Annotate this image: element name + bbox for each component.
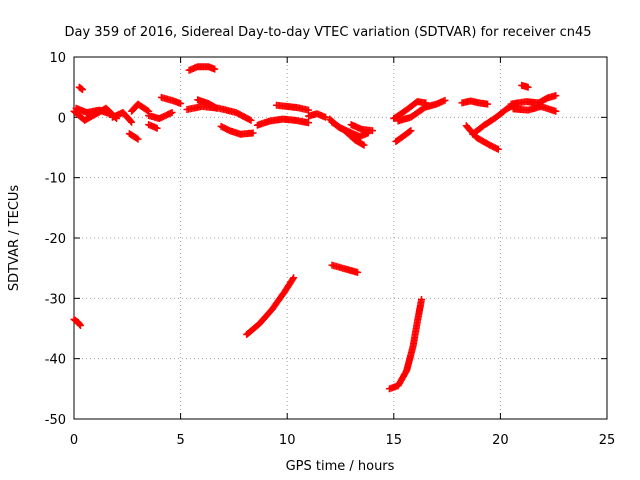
series-segment-s14 bbox=[253, 115, 312, 129]
data-point bbox=[290, 274, 298, 282]
series-segment-s23 bbox=[420, 96, 449, 112]
series-segment-s16 bbox=[305, 110, 330, 121]
series-segment-s30 bbox=[70, 315, 84, 329]
data-point bbox=[406, 127, 414, 135]
data-point bbox=[246, 116, 254, 124]
data-point bbox=[484, 100, 492, 108]
data-point bbox=[322, 113, 330, 121]
y-tick-label: -20 bbox=[45, 232, 66, 247]
data-point bbox=[211, 65, 219, 73]
series-segment-s02 bbox=[72, 104, 116, 119]
x-tick-label: 20 bbox=[492, 433, 509, 448]
x-tick-label: 5 bbox=[176, 433, 184, 448]
data-point bbox=[76, 322, 84, 329]
series-segment-s20 bbox=[390, 98, 430, 122]
series-segment-s08 bbox=[145, 121, 161, 132]
axis-ticks bbox=[73, 56, 608, 420]
x-tick-label: 0 bbox=[70, 433, 78, 448]
data-point bbox=[407, 127, 415, 135]
data-point bbox=[249, 129, 257, 137]
y-tick-labels: 10 0 -10 -20 -30 -40 -50 bbox=[45, 51, 66, 428]
y-axis-label: SDTVAR / TECUs bbox=[7, 185, 22, 292]
data-point bbox=[177, 100, 185, 107]
chart-title: Day 359 of 2016, Sidereal Day-to-day VTE… bbox=[64, 25, 591, 40]
data-point bbox=[134, 135, 142, 143]
series-segment-s19 bbox=[347, 121, 376, 135]
data-point bbox=[168, 109, 176, 116]
data-point bbox=[143, 107, 151, 114]
data-point bbox=[78, 85, 85, 93]
series-segment-s11 bbox=[185, 63, 219, 74]
data-point bbox=[79, 86, 86, 94]
y-tick-label: -10 bbox=[45, 172, 66, 187]
series-segment-s26 bbox=[469, 99, 521, 138]
series-segment-s15 bbox=[273, 101, 312, 114]
y-tick-label: -50 bbox=[45, 413, 66, 428]
x-tick-label: 10 bbox=[279, 433, 296, 448]
data-point bbox=[305, 119, 312, 127]
series-segment-s07 bbox=[145, 109, 176, 122]
data-point bbox=[494, 145, 502, 153]
series-segment-s33 bbox=[386, 296, 425, 393]
y-tick-label: -40 bbox=[45, 353, 66, 368]
series-segment-s03 bbox=[75, 83, 86, 94]
series-segment-s18 bbox=[328, 118, 368, 149]
series-segment-s32 bbox=[328, 261, 362, 276]
y-tick-label: 0 bbox=[58, 111, 66, 126]
data-point bbox=[305, 106, 312, 114]
data-point bbox=[354, 268, 362, 276]
data-point bbox=[133, 134, 141, 142]
y-tick-label: -30 bbox=[45, 292, 66, 307]
series-segment-s04 bbox=[108, 109, 136, 126]
data-point bbox=[127, 117, 135, 125]
x-tick-label: 25 bbox=[599, 433, 616, 448]
data-point bbox=[360, 141, 368, 149]
data-point bbox=[369, 127, 376, 135]
series-segment-s24 bbox=[458, 97, 492, 108]
x-tick-label: 15 bbox=[386, 433, 403, 448]
data-series bbox=[70, 63, 560, 393]
data-point bbox=[552, 107, 560, 115]
data-point bbox=[153, 124, 161, 132]
series-segment-s28 bbox=[507, 92, 560, 108]
data-point bbox=[289, 275, 297, 283]
series-segment-s09 bbox=[157, 93, 185, 107]
data-point bbox=[247, 116, 255, 124]
data-point bbox=[418, 296, 425, 303]
data-point bbox=[441, 96, 449, 104]
series-segment-s29 bbox=[509, 103, 560, 115]
series-segment-s31 bbox=[243, 274, 298, 338]
series-segment-s05 bbox=[125, 130, 142, 143]
series-segment-s22 bbox=[392, 127, 415, 145]
x-axis-label: GPS time / hours bbox=[286, 459, 395, 474]
series-segment-s06 bbox=[128, 100, 153, 115]
series-segment-s13 bbox=[217, 122, 257, 138]
data-point bbox=[552, 92, 560, 100]
x-tick-labels: 0 5 10 15 20 25 bbox=[70, 433, 615, 448]
data-point bbox=[524, 83, 532, 91]
data-point bbox=[128, 118, 136, 126]
series-segment-s12 bbox=[194, 96, 221, 112]
data-point bbox=[213, 104, 221, 112]
series-segment-s27 bbox=[518, 81, 532, 91]
y-tick-label: 10 bbox=[49, 51, 66, 66]
